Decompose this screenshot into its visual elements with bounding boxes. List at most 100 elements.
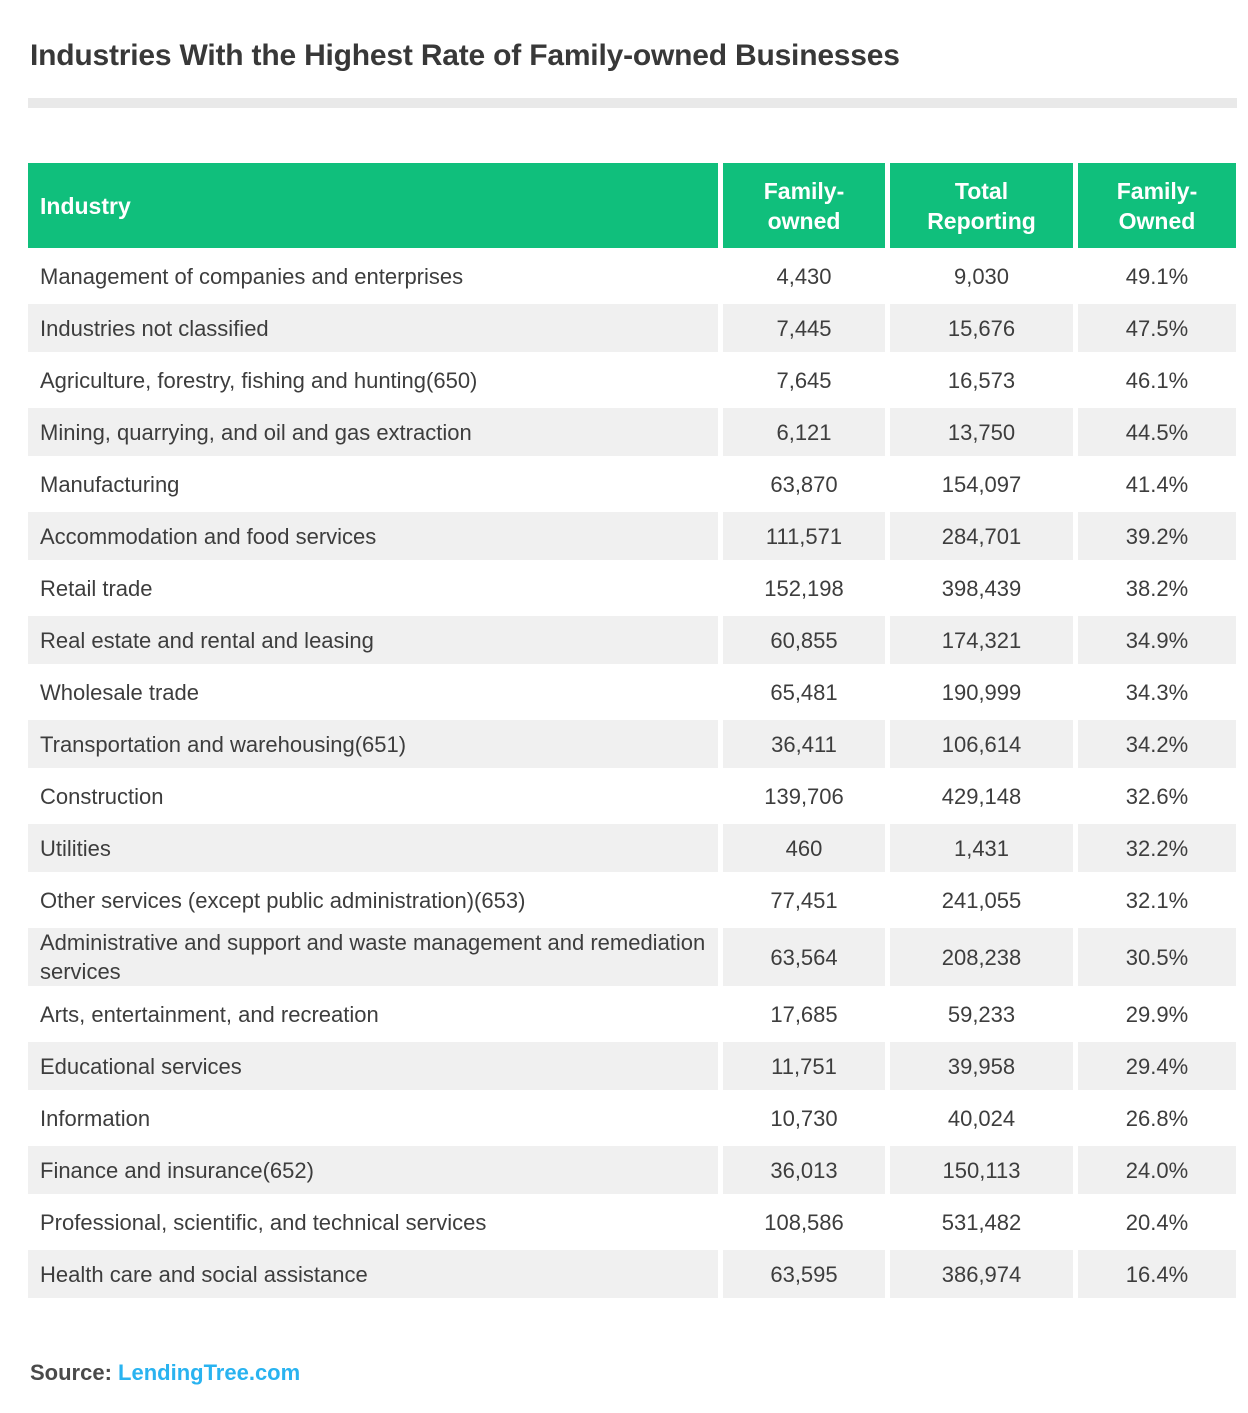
family-owned-cell: 60,855: [723, 616, 885, 664]
family-owned-pct-cell: 46.1%: [1125, 367, 1189, 393]
industry-cell: Health care and social assistance: [28, 1250, 718, 1298]
total-reporting-cell: 208,238: [890, 928, 1073, 986]
family-owned-pct-cell: 34.9%: [1078, 616, 1236, 664]
total-reporting-cell: 429,148: [941, 783, 1022, 809]
family-owned-cell: 139,706: [764, 783, 844, 809]
total-reporting-cell: 150,113: [890, 1146, 1073, 1194]
total-reporting-cell: 398,439: [941, 575, 1022, 601]
table-row: Mining, quarrying, and oil and gas extra…: [28, 408, 1236, 456]
industry-cell: Retail trade: [40, 575, 153, 601]
family-owned-cell: 152,198: [764, 575, 844, 601]
industry-cell: Administrative and support and waste man…: [28, 928, 718, 986]
table-header-row: Industry Family- owned Total Reporting F…: [28, 163, 1236, 248]
total-reporting-cell: 386,974: [890, 1250, 1073, 1298]
family-owned-cell: 65,481: [770, 679, 838, 705]
source-line: Source: LendingTree.com: [30, 1360, 1248, 1386]
total-reporting-cell: 284,701: [890, 512, 1073, 560]
table-row: Health care and social assistance 63,595 3…: [28, 1250, 1236, 1298]
industry-cell: Arts, entertainment, and recreation: [40, 1001, 379, 1027]
table-row: Construction 139,706 429,148 32.6%: [28, 772, 1236, 820]
total-reporting-cell: 106,614: [890, 720, 1073, 768]
family-owned-cell: 63,870: [770, 471, 838, 497]
family-owned-cell: 77,451: [770, 887, 838, 913]
total-reporting-cell: 190,999: [941, 679, 1022, 705]
column-header-family-owned-pct: Family- Owned: [1078, 163, 1236, 248]
family-owned-cell: 63,564: [723, 928, 885, 986]
family-owned-pct-cell: 20.4%: [1125, 1209, 1189, 1235]
family-owned-pct-cell: 49.1%: [1125, 263, 1189, 289]
family-owned-pct-cell: 24.0%: [1078, 1146, 1236, 1194]
total-reporting-cell: 9,030: [953, 263, 1010, 289]
family-owned-cell: 111,571: [723, 512, 885, 560]
table-row: Accommodation and food services 111,571 28…: [28, 512, 1236, 560]
industry-cell: Real estate and rental and leasing: [28, 616, 718, 664]
source-label: Source:: [30, 1360, 119, 1385]
total-reporting-cell: 154,097: [941, 471, 1022, 497]
table-row: Manufacturing 63,870 154,097 41.4%: [28, 460, 1236, 508]
family-owned-cell: 460: [723, 824, 885, 872]
industry-cell: Mining, quarrying, and oil and gas extra…: [28, 408, 718, 456]
family-owned-pct-cell: 30.5%: [1078, 928, 1236, 986]
family-owned-cell: 36,013: [723, 1146, 885, 1194]
column-header-total-reporting: Total Reporting: [890, 163, 1073, 248]
industry-cell: Management of companies and enterprises: [40, 263, 464, 289]
industry-cell: Industries not classified: [28, 304, 718, 352]
table-row: Transportation and warehousing(651) 36,41…: [28, 720, 1236, 768]
industry-cell: Agriculture, forestry, fishing and hunti…: [40, 367, 478, 393]
family-owned-pct-cell: 39.2%: [1078, 512, 1236, 560]
total-reporting-cell: 531,482: [941, 1209, 1022, 1235]
industry-cell: Professional, scientific, and technical …: [40, 1209, 487, 1235]
family-owned-pct-cell: 38.2%: [1125, 575, 1189, 601]
industry-cell: Utilities: [28, 824, 718, 872]
family-owned-cell: 10,730: [770, 1105, 838, 1131]
family-owned-pct-cell: 16.4%: [1078, 1250, 1236, 1298]
industry-cell: Transportation and warehousing(651): [28, 720, 718, 768]
total-reporting-cell: 16,573: [947, 367, 1016, 393]
family-owned-pct-cell: 29.4%: [1078, 1042, 1236, 1090]
table-body: Management of companies and enterprises 4…: [28, 252, 1236, 1298]
family-owned-pct-cell: 41.4%: [1125, 471, 1189, 497]
family-owned-pct-cell: 32.1%: [1125, 887, 1189, 913]
table-row: Wholesale trade 65,481 190,999 34.3%: [28, 668, 1236, 716]
page-title: Industries With the Highest Rate of Fami…: [30, 39, 900, 72]
industry-cell: Manufacturing: [40, 471, 180, 497]
family-owned-cell: 7,645: [776, 367, 832, 393]
industry-cell: Wholesale trade: [40, 679, 199, 705]
family-owned-cell: 7,445: [723, 304, 885, 352]
total-reporting-cell: 13,750: [890, 408, 1073, 456]
family-owned-pct-cell: 32.6%: [1125, 783, 1189, 809]
title-divider: [28, 98, 1237, 108]
industries-table: Industry Family- owned Total Reporting F…: [28, 163, 1236, 1298]
industry-cell: Other services (except public administra…: [40, 887, 526, 913]
total-reporting-cell: 241,055: [941, 887, 1022, 913]
table-row: Agriculture, forestry, fishing and hunti…: [28, 356, 1236, 404]
table-row: Other services (except public administra…: [28, 876, 1236, 924]
industry-cell: Accommodation and food services: [28, 512, 718, 560]
family-owned-pct-cell: 34.3%: [1125, 679, 1189, 705]
table-row: Management of companies and enterprises 4…: [28, 252, 1236, 300]
table-row: Administrative and support and waste man…: [28, 928, 1236, 986]
source-link[interactable]: LendingTree.com: [118, 1360, 301, 1385]
family-owned-cell: 17,685: [770, 1001, 838, 1027]
table-row: Educational services 11,751 39,958 29.4%: [28, 1042, 1236, 1090]
total-reporting-cell: 15,676: [890, 304, 1073, 352]
industry-cell: Construction: [40, 783, 164, 809]
industry-cell: Educational services: [28, 1042, 718, 1090]
family-owned-cell: 6,121: [723, 408, 885, 456]
industry-cell: Finance and insurance(652): [28, 1146, 718, 1194]
total-reporting-cell: 1,431: [890, 824, 1073, 872]
industry-cell: Information: [40, 1105, 151, 1131]
family-owned-cell: 108,586: [764, 1209, 844, 1235]
table-row: Retail trade 152,198 398,439 38.2%: [28, 564, 1236, 612]
family-owned-pct-cell: 44.5%: [1078, 408, 1236, 456]
family-owned-cell: 36,411: [723, 720, 885, 768]
family-owned-cell: 11,751: [723, 1042, 885, 1090]
family-owned-pct-cell: 26.8%: [1125, 1105, 1189, 1131]
family-owned-pct-cell: 34.2%: [1078, 720, 1236, 768]
family-owned-cell: 63,595: [723, 1250, 885, 1298]
table-row: Information 10,730 40,024 26.8%: [28, 1094, 1236, 1142]
family-owned-pct-cell: 32.2%: [1078, 824, 1236, 872]
total-reporting-cell: 40,024: [947, 1105, 1016, 1131]
table-row: Professional, scientific, and technical …: [28, 1198, 1236, 1246]
